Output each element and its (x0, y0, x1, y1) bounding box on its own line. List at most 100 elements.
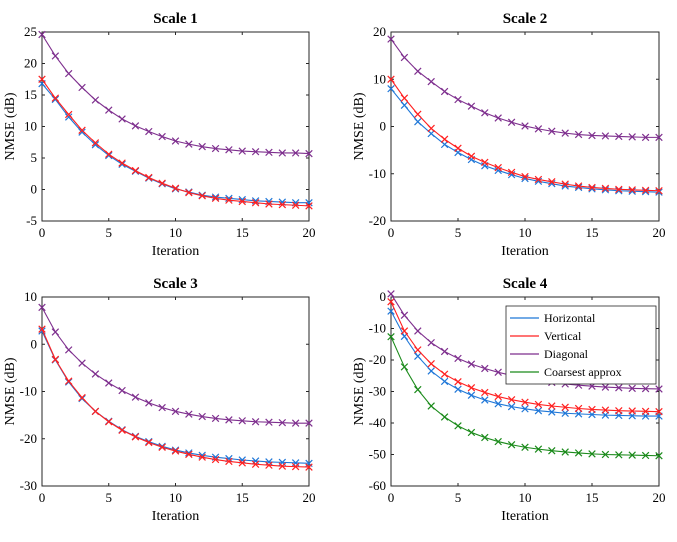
data-point-marker (158, 403, 166, 412)
y-tick-label: -20 (20, 431, 37, 446)
data-point-marker (251, 460, 260, 468)
data-point-marker (118, 159, 126, 167)
data-point-marker (588, 450, 596, 458)
data-point-marker (507, 395, 516, 404)
data-point-marker (145, 438, 153, 447)
subplot-2: 0 5 10 15 20 -20 -10 0 10 20 Scale 2 Iteration NMSE … (352, 11, 666, 259)
data-point-marker (440, 87, 449, 96)
data-point-marker (521, 172, 529, 181)
x-tick-label: 20 (653, 490, 666, 505)
x-tick-label: 5 (455, 490, 462, 505)
data-point-marker (481, 109, 489, 117)
data-point-marker (561, 403, 569, 411)
data-point-marker (225, 146, 233, 154)
legend-entry: Vertical (544, 329, 582, 343)
data-point-marker (615, 185, 623, 194)
data-point-marker (414, 118, 422, 126)
data-point-marker (78, 394, 86, 403)
data-point-marker (561, 409, 569, 417)
data-point-marker (467, 383, 476, 392)
data-point-marker (548, 446, 556, 455)
data-point-marker (198, 412, 206, 421)
series-1 (38, 79, 313, 207)
data-point-marker (561, 129, 569, 137)
data-point-marker (225, 196, 233, 204)
data-point-marker (655, 407, 663, 416)
x-tick-label: 15 (586, 490, 599, 505)
data-point-marker (265, 461, 273, 469)
data-point-marker (64, 346, 73, 354)
data-point-marker (131, 393, 140, 401)
data-point-marker (387, 75, 395, 83)
data-point-marker (521, 398, 529, 406)
data-point-marker (588, 183, 596, 192)
data-point-marker (655, 385, 663, 393)
x-tick-label: 0 (39, 490, 46, 505)
y-tick-label: -10 (369, 166, 386, 181)
data-point-marker (454, 385, 462, 394)
series-line (390, 78, 660, 192)
data-point-marker (534, 125, 543, 133)
data-point-marker (427, 77, 435, 86)
data-point-marker (305, 419, 313, 427)
x-tick-label: 20 (653, 225, 666, 240)
series-line (41, 307, 309, 424)
data-point-marker (91, 96, 100, 104)
data-point-marker (211, 193, 220, 201)
x-tick-label: 20 (303, 490, 316, 505)
subplot-3: 0 5 10 15 20 -30 -20 -10 0 10 Scale 3 Iteration NMSE… (3, 276, 316, 524)
legend-entry: Diagonal (544, 347, 589, 361)
data-point-marker (64, 113, 73, 121)
data-point-marker (574, 130, 583, 139)
data-point-marker (238, 147, 246, 155)
data-point-marker (400, 53, 409, 62)
data-point-marker (265, 418, 273, 426)
data-point-marker (534, 175, 543, 184)
x-tick-label: 15 (236, 225, 249, 240)
data-point-marker (387, 290, 395, 298)
y-axis-label: NMSE (dB) (3, 357, 18, 425)
data-point-marker (467, 391, 476, 400)
data-point-marker (427, 360, 435, 368)
data-point-marker (278, 200, 287, 209)
data-point-marker (615, 187, 623, 195)
data-point-marker (601, 406, 610, 414)
data-point-marker (105, 151, 113, 160)
data-point-marker (481, 158, 489, 167)
data-point-marker (641, 187, 650, 196)
data-point-marker (400, 311, 409, 319)
data-point-marker (454, 354, 462, 363)
data-point-marker (507, 118, 516, 126)
data-point-marker (145, 399, 153, 407)
data-point-marker (131, 166, 140, 175)
y-tick-label: 10 (24, 119, 37, 134)
data-point-marker (574, 404, 583, 413)
data-point-marker (601, 450, 610, 459)
legend-entry: Horizontal (544, 311, 596, 325)
x-axis-label: Iteration (152, 509, 199, 524)
data-point-marker (105, 418, 113, 426)
y-tick-label: 0 (380, 119, 387, 134)
data-point-marker (655, 187, 663, 195)
x-tick-label: 5 (106, 225, 113, 240)
subplot-4: 0 5 10 15 20 -60 -50 -40 -30 -20 -10 0 Scale 4 Iterat… (352, 276, 666, 524)
series-3 (38, 303, 313, 427)
y-tick-label: -10 (20, 384, 37, 399)
data-point-marker (91, 407, 100, 416)
y-tick-label: 10 (373, 71, 386, 86)
series-4 (387, 332, 663, 460)
y-tick-label: 25 (24, 24, 37, 39)
data-point-marker (494, 368, 502, 377)
data-point-marker (251, 418, 260, 426)
data-point-marker (601, 132, 610, 140)
data-point-marker (305, 149, 313, 158)
data-point-marker (494, 163, 502, 172)
x-tick-label: 10 (519, 490, 532, 505)
data-point-marker (198, 453, 206, 461)
data-point-marker (38, 325, 46, 333)
data-point-marker (91, 141, 100, 149)
data-point-marker (481, 396, 489, 404)
x-axis-label: Iteration (501, 509, 548, 524)
